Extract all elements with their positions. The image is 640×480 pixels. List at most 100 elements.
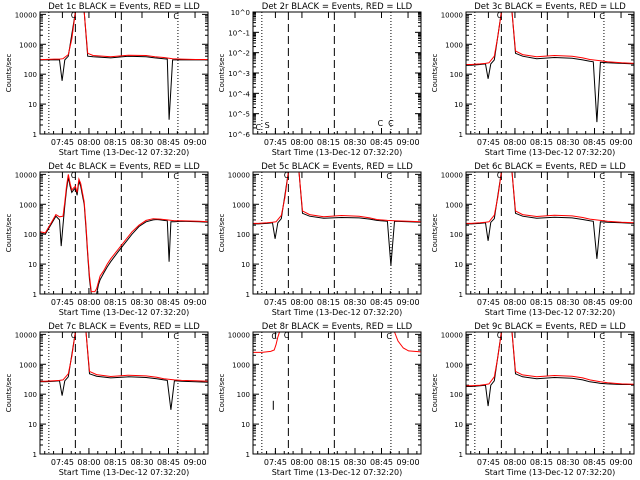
series-group: [253, 172, 421, 266]
event-marker-label: C: [271, 332, 277, 341]
x-tick-label: 08:00: [503, 138, 526, 147]
y-tick-label: 1: [459, 451, 463, 459]
x-tick-label: 09:00: [184, 138, 207, 147]
series-events-line: [466, 12, 634, 123]
event-marker-label: C: [284, 331, 290, 340]
x-tick-label: 08:45: [157, 138, 180, 147]
panel-4: Det 4c BLACK = Events, RED = LLD Counts/s…: [5, 162, 209, 317]
y-tick-label: 10000: [15, 331, 37, 339]
event-marker-label: C: [386, 332, 392, 341]
series-group: [40, 174, 208, 294]
y-tick-label: 10000: [15, 11, 37, 19]
y-tick-label: 1000: [232, 361, 250, 369]
y-tick-label: 1000: [232, 201, 250, 209]
x-tick-label: 08:30: [556, 458, 579, 467]
y-tick-label: 1000: [19, 41, 37, 49]
plot-frame: [39, 11, 209, 135]
y-tick-label: 100: [237, 231, 250, 239]
x-tick-label: 07:45: [477, 138, 500, 147]
x-tick-label: 08:15: [104, 298, 127, 307]
panel-title: Det 6c BLACK = Events, RED = LLD: [474, 162, 626, 172]
x-tick-label: 07:45: [264, 298, 287, 307]
x-tick-label: 09:00: [397, 138, 420, 147]
panel-7: Det 7c BLACK = Events, RED = LLD Counts/s…: [5, 322, 209, 477]
x-axis-label: Start Time (13-Dec-12 07:32:20): [485, 468, 616, 477]
y-tick-label: 10^-1: [228, 29, 250, 37]
y-tick-label: 10: [454, 421, 463, 429]
y-tick-label: 10000: [15, 171, 37, 179]
x-tick-label: 08:45: [157, 298, 180, 307]
y-tick-label: 1000: [19, 361, 37, 369]
y-axis-label: Counts/sec: [431, 54, 439, 93]
panel-title: Det 3c BLACK = Events, RED = LLD: [474, 2, 626, 12]
x-tick-label: 08:15: [530, 458, 553, 467]
x-tick-label: 07:45: [477, 298, 500, 307]
series-lld-line: [466, 172, 634, 224]
x-tick-label: 08:30: [130, 138, 153, 147]
y-tick-label: 10000: [228, 171, 250, 179]
series-group: [253, 332, 421, 410]
y-tick-label: 1000: [19, 201, 37, 209]
y-axis-label: Counts/sec: [431, 214, 439, 253]
x-tick-label: 08:30: [343, 298, 366, 307]
x-tick-label: 08:45: [583, 298, 606, 307]
plot-frame: [39, 331, 209, 455]
panel-title: Det 7c BLACK = Events, RED = LLD: [48, 322, 200, 332]
panel-2: Det 2r BLACK = Events, RED = LLD Counts/s…: [218, 2, 422, 157]
x-tick-label: 09:00: [184, 458, 207, 467]
event-marker-label: C: [173, 332, 179, 341]
event-marker-label: C: [71, 11, 77, 20]
panel-1: Det 1c BLACK = Events, RED = LLD Counts/s…: [5, 2, 209, 157]
x-tick-label: 08:15: [317, 298, 340, 307]
x-tick-label: 08:45: [370, 298, 393, 307]
panel-title: Det 5c BLACK = Events, RED = LLD: [261, 162, 413, 172]
y-tick-label: 10^-6: [228, 131, 250, 139]
plot-frame: [465, 11, 635, 135]
y-tick-label: 10^-3: [228, 70, 250, 78]
y-axis-label: Counts/sec: [218, 374, 226, 413]
event-marker-label: C: [497, 331, 503, 340]
series-lld-line: [466, 12, 634, 65]
x-tick-label: 08:00: [77, 298, 100, 307]
y-axis-label: Counts/sec: [218, 54, 226, 93]
y-tick-label: 100: [24, 391, 37, 399]
event-marker-label: C: [497, 11, 503, 20]
series-lld-line: [466, 332, 634, 387]
panel-8: Det 8r BLACK = Events, RED = LLD Counts/s…: [218, 322, 422, 477]
series-events-line: [40, 332, 208, 410]
y-tick-label: 1: [246, 451, 250, 459]
x-tick-label: 09:00: [610, 298, 633, 307]
plot-frame: [39, 171, 209, 295]
y-tick-label: 1: [33, 451, 37, 459]
x-axis-label: Start Time (13-Dec-12 07:32:20): [59, 468, 190, 477]
panel-title: Det 8r BLACK = Events, RED = LLD: [262, 322, 413, 332]
y-axis-label: Counts/sec: [5, 214, 13, 253]
y-tick-label: 10000: [228, 331, 250, 339]
x-tick-label: 08:15: [104, 138, 127, 147]
x-tick-label: 07:45: [51, 138, 74, 147]
y-tick-label: 100: [450, 391, 463, 399]
series-group: [466, 12, 634, 123]
y-axis-label: Counts/sec: [5, 54, 13, 93]
x-tick-label: 08:00: [290, 138, 313, 147]
panel-title: Det 2r BLACK = Events, RED = LLD: [262, 2, 413, 12]
x-tick-label: 09:00: [610, 138, 633, 147]
event-marker-label: C: [378, 119, 384, 128]
series-group: [40, 12, 208, 120]
y-tick-label: 10: [454, 101, 463, 109]
x-tick-label: 08:30: [130, 458, 153, 467]
x-tick-label: 08:15: [104, 458, 127, 467]
x-axis-label: Start Time (13-Dec-12 07:32:20): [59, 148, 190, 157]
x-tick-label: 08:45: [370, 458, 393, 467]
x-tick-label: 09:00: [397, 458, 420, 467]
x-tick-label: 08:45: [157, 458, 180, 467]
series-group: [40, 332, 208, 410]
y-tick-label: 10000: [441, 11, 463, 19]
x-tick-label: 09:00: [610, 458, 633, 467]
y-tick-label: 10: [28, 421, 37, 429]
panel-title: Det 4c BLACK = Events, RED = LLD: [48, 162, 200, 172]
event-marker-label: C: [599, 12, 605, 21]
y-tick-label: 1: [459, 131, 463, 139]
y-tick-label: 10000: [441, 171, 463, 179]
